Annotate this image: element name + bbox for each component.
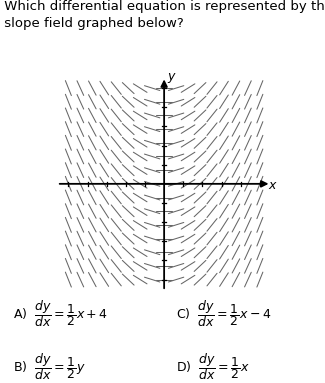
Text: C)  $\dfrac{dy}{dx} = \dfrac{1}{2}x - 4$: C) $\dfrac{dy}{dx} = \dfrac{1}{2}x - 4$ (176, 298, 271, 329)
Text: B)  $\dfrac{dy}{dx} = \dfrac{1}{2}y$: B) $\dfrac{dy}{dx} = \dfrac{1}{2}y$ (13, 351, 86, 382)
Text: y: y (167, 70, 175, 83)
Text: Which differential equation is represented by the
 slope field graphed below?: Which differential equation is represent… (0, 0, 325, 30)
Text: D)  $\dfrac{dy}{dx} = \dfrac{1}{2}x$: D) $\dfrac{dy}{dx} = \dfrac{1}{2}x$ (176, 351, 249, 382)
Text: x: x (269, 178, 276, 192)
Text: A)  $\dfrac{dy}{dx} = \dfrac{1}{2}x + 4$: A) $\dfrac{dy}{dx} = \dfrac{1}{2}x + 4$ (13, 298, 108, 329)
